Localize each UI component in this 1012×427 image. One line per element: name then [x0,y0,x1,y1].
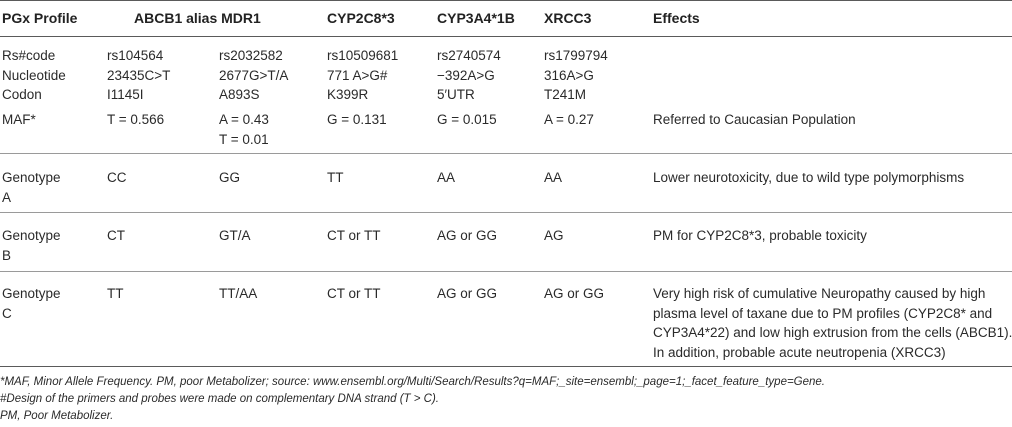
cell-genotype-b-abcb1-b: GT/A [219,228,251,243]
table-footnotes: *MAF, Minor Allele Frequency. PM, poor M… [0,374,1012,425]
cell-maf-label: MAF* [2,112,36,127]
table-bottom-rule [0,366,1012,367]
cell-genotype-b-xrcc3: AG [544,228,564,243]
cell-genotype-c-abcb1-b: TT/AA [219,286,258,301]
cell-maf-cyp2c8: G = 0.131 [327,112,387,127]
header-cyp2c8: CYP2C8*3 [327,10,395,26]
footnote-maf: *MAF, Minor Allele Frequency. PM, poor M… [0,376,826,388]
cell-genotype-b-abcb1-a: CT [107,228,125,243]
cell-genotype-c-label: Genotype C [2,286,61,321]
cell-info-abcb1-b: rs2032582 2677G>T/A A893S [219,48,289,102]
cell-info-cyp2c8: rs10509681 771 A>G# K399R [327,48,399,102]
header-effects: Effects [653,10,700,26]
row-divider [0,153,1012,154]
cell-maf-abcb1-b: A = 0.43 T = 0.01 [219,112,269,147]
table-top-rule [0,0,1012,1]
cell-info-xrcc3: rs1799794 316A>G T241M [544,48,608,102]
cell-info-label: Rs#code Nucleotide Codon [2,48,66,102]
cell-genotype-c-abcb1-a: TT [107,286,124,301]
cell-maf-effects: Referred to Caucasian Population [653,112,856,127]
header-pgx-profile: PGx Profile [2,10,78,26]
cell-genotype-c-xrcc3: AG or GG [544,286,605,301]
cell-genotype-a-effects: Lower neurotoxicity, due to wild type po… [653,170,965,185]
row-divider [0,271,1012,272]
cell-maf-xrcc3: A = 0.27 [544,112,594,127]
cell-genotype-a-abcb1-b: GG [219,170,241,185]
cell-genotype-a-label: Genotype A [2,170,61,205]
cell-genotype-a-xrcc3: AA [544,170,563,185]
cell-genotype-a-cyp2c8: TT [327,170,344,185]
cell-genotype-b-cyp2c8: CT or TT [327,228,381,243]
table-header-row: PGx Profile ABCB1 alias MDR1 CYP2C8*3 CY… [0,0,1012,36]
header-cyp3a4: CYP3A4*1B [437,10,515,26]
header-rule [0,36,1012,37]
header-xrcc3: XRCC3 [544,10,592,26]
cell-maf-abcb1-a: T = 0.566 [107,112,165,127]
cell-genotype-a-abcb1-a: CC [107,170,127,185]
cell-info-cyp3a4: rs2740574 −392A>G 5′UTR [437,48,501,102]
cell-info-abcb1-a: rs104564 23435C>T I1145I [107,48,171,102]
cell-maf-cyp3a4: G = 0.015 [437,112,497,127]
footnote-primer-design: #Design of the primers and probes were m… [0,393,439,405]
header-abcb1: ABCB1 alias MDR1 [134,10,261,26]
cell-genotype-b-cyp3a4: AG or GG [437,228,498,243]
row-divider [0,212,1012,213]
cell-genotype-a-cyp3a4: AA [437,170,456,185]
footnote-pm: PM, Poor Metabolizer. [0,410,114,422]
cell-genotype-c-cyp3a4: AG or GG [437,286,498,301]
cell-genotype-b-label: Genotype B [2,228,61,263]
cell-genotype-c-effects: Very high risk of cumulative Neuropathy … [653,286,1012,360]
cell-genotype-b-effects: PM for CYP2C8*3, probable toxicity [653,228,867,243]
cell-genotype-c-cyp2c8: CT or TT [327,286,381,301]
